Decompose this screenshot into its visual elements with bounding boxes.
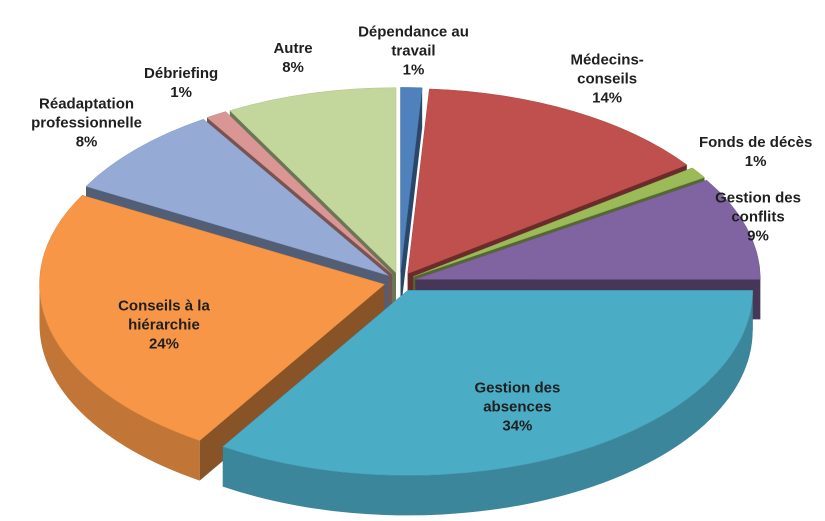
slice [39, 194, 386, 441]
value-label: 1% [744, 152, 767, 170]
category-label: Dépendance au travail [358, 23, 469, 59]
slice-label: Fonds de décès 1% [691, 133, 821, 171]
slice-side [400, 87, 423, 313]
slice [413, 167, 706, 277]
slice-wall [39, 284, 200, 481]
slice [415, 179, 761, 280]
value-label: 34% [502, 417, 533, 435]
value-label: 24% [148, 335, 179, 353]
value-label: 8% [282, 58, 304, 76]
slice-label: Gestion des conflits 9% [693, 189, 823, 246]
category-label: Médecins-conseils [570, 51, 644, 88]
category-label: Réadaptation professionnelle [31, 95, 142, 132]
slice [222, 290, 753, 476]
slice [85, 118, 389, 276]
value-label: 1% [170, 83, 192, 101]
slice [229, 87, 397, 274]
slice-wall [222, 290, 753, 516]
slice-label: Débriefing 1% [116, 64, 246, 102]
slice-label: Conseils à la hiérarchie 24% [99, 296, 229, 353]
slice-label: Réadaptation professionnelle 8% [22, 95, 152, 152]
value-label: 14% [592, 89, 623, 107]
category-label: Débriefing [144, 64, 219, 82]
category-label: Gestion des conflits [715, 189, 801, 226]
slice-label: Autre 8% [228, 39, 358, 77]
category-label: Fonds de décès [698, 133, 813, 151]
value-label: 9% [747, 227, 769, 245]
slice [400, 87, 423, 273]
category-label: Gestion des absences [474, 379, 561, 416]
slice [206, 111, 393, 274]
value-label: 8% [75, 133, 98, 151]
slice-label: Médecins-conseils 14% [542, 51, 672, 108]
slice [407, 88, 688, 274]
category-label: Autre [273, 39, 313, 57]
slice-label: Dépendance au travail 1% [349, 22, 479, 79]
value-label: 1% [402, 61, 425, 78]
category-label: Conseils à la hiérarchie [118, 297, 210, 334]
slice-label: Gestion des absences 34% [452, 379, 582, 436]
